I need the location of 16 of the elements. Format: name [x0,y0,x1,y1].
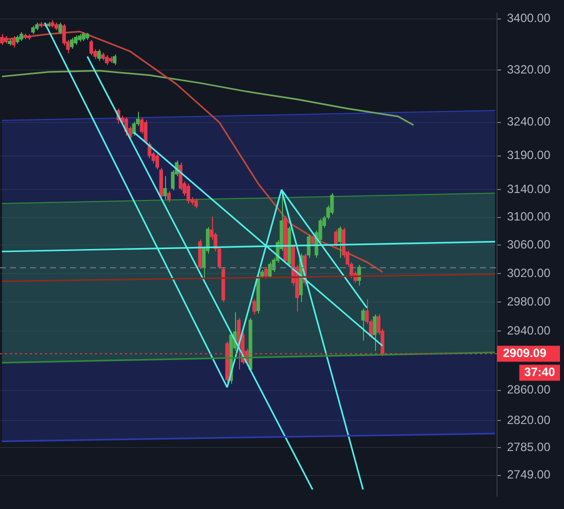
y-tick-label: 2860.00 [507,382,551,397]
y-tick-label: 2749.00 [507,468,551,482]
y-tick-label: 2785.00 [507,440,551,454]
y-tick-label: 3190.00 [507,148,551,162]
y-tick-label: 3400.00 [507,11,551,26]
y-tick-label: 2980.00 [507,294,551,308]
y-tick-label: 2820.00 [507,412,551,427]
y-tick-label: 3020.00 [507,266,551,280]
text: 37:40 [524,365,556,380]
ref-line-label: 2909.09 [503,346,547,360]
y-tick-label: 3100.00 [507,210,551,224]
y-tick-label: 2940.00 [507,323,551,338]
y-tick-label: 3240.00 [507,114,551,129]
y-tick-label: 3060.00 [507,237,551,252]
y-tick-label: 3140.00 [507,182,551,196]
y-tick-label: 3320.00 [507,62,551,76]
